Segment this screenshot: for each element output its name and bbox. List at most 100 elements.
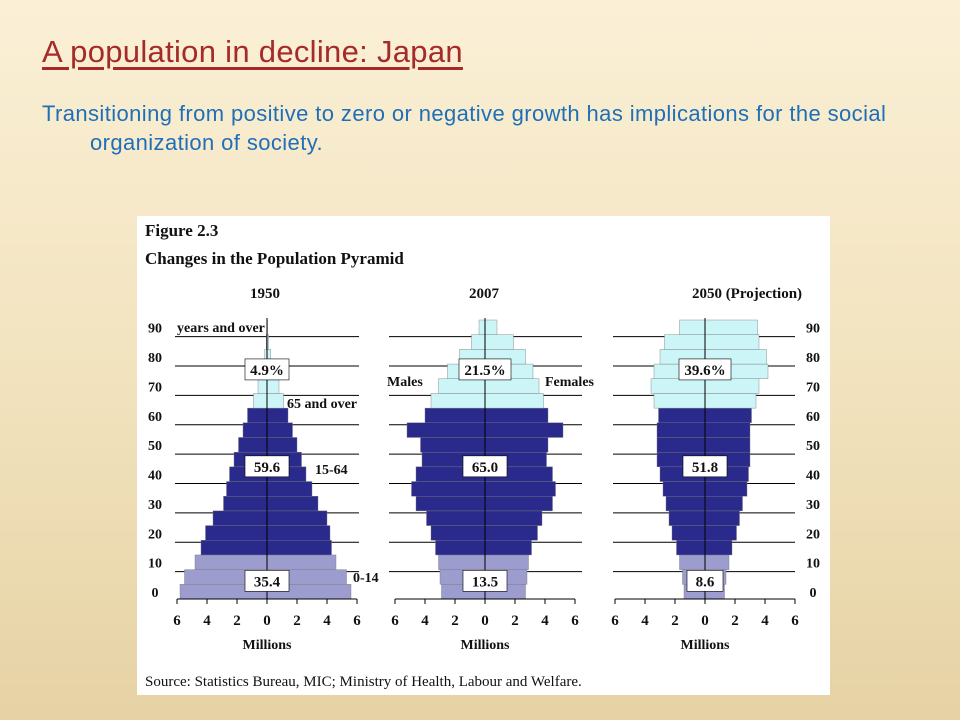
bar-male — [438, 554, 486, 570]
bar-male — [435, 540, 486, 556]
bar-female — [704, 407, 752, 423]
figure-heading: Changes in the Population Pyramid — [145, 249, 404, 268]
bar-female — [704, 496, 743, 512]
bar-female — [704, 393, 757, 409]
group-label: 59.6 — [254, 460, 281, 476]
group-label-box — [682, 455, 728, 478]
x-axis-label: Millions — [680, 638, 730, 653]
bar-male — [247, 407, 268, 423]
bar-female — [266, 407, 289, 423]
bar-male — [242, 422, 268, 438]
bar-male — [238, 437, 268, 453]
bar-male — [424, 407, 486, 423]
x-tick-label: 4 — [761, 613, 769, 629]
bar-male — [438, 378, 486, 394]
group-label: 4.9% — [250, 363, 284, 379]
side-label-females: Females — [545, 375, 595, 390]
bar-female — [484, 378, 540, 394]
x-tick-label: 4 — [323, 613, 331, 629]
x-tick-label: 0 — [481, 613, 489, 629]
bar-female — [704, 334, 760, 350]
y-tick-label: 60 — [148, 410, 162, 425]
bar-male — [223, 496, 268, 512]
annotation: 65 and over — [287, 397, 357, 412]
bar-male — [212, 510, 268, 526]
bar-female — [484, 422, 564, 438]
bar-female — [266, 422, 293, 438]
annotation: years and over — [177, 321, 265, 336]
bar-female — [484, 540, 532, 556]
bar-male — [478, 319, 486, 335]
population-pyramid-figure: Figure 2.3 Changes in the Population Pyr… — [145, 221, 820, 690]
pyramids-group: 6 4 2 0 2 4 6Millions1950010203040506070809035… — [148, 286, 820, 653]
bar-male — [662, 481, 706, 497]
bar-female — [484, 481, 556, 497]
group-label-box — [244, 570, 290, 592]
bar-male — [411, 481, 486, 497]
bar-male — [200, 540, 268, 556]
x-tick-label: 2 — [671, 613, 679, 629]
y-tick-label: 80 — [806, 351, 820, 366]
y-tick-label: 70 — [806, 380, 820, 395]
figure-source: Source: Statistics Bureau, MIC; Ministry… — [145, 674, 582, 690]
bar-female — [484, 525, 538, 541]
group-label: 13.5 — [472, 574, 498, 590]
bar-male — [679, 554, 706, 570]
bar-female — [704, 525, 737, 541]
bar-female — [484, 496, 553, 512]
bar-male — [653, 393, 706, 409]
y-tick-label: 0 — [152, 586, 159, 601]
group-label-box — [678, 358, 732, 381]
bar-male — [668, 510, 706, 526]
y-tick-label: 90 — [148, 322, 162, 337]
bar-female — [266, 525, 331, 541]
x-tick-label: 4 — [203, 613, 211, 629]
bar-male — [406, 422, 486, 438]
y-tick-label: 70 — [148, 380, 162, 395]
bar-female — [484, 554, 529, 570]
bar-male — [420, 437, 486, 453]
chart-title: 1950 — [250, 286, 280, 302]
x-tick-label: 6 — [391, 613, 399, 629]
bar-male — [253, 393, 268, 409]
bar-female — [266, 481, 313, 497]
y-tick-label: 0 — [810, 586, 817, 601]
x-tick-label: 0 — [263, 613, 271, 629]
bar-female — [266, 378, 280, 394]
x-tick-label: 2 — [293, 613, 301, 629]
group-label-box — [462, 570, 508, 592]
x-axis-label: Millions — [242, 638, 292, 653]
chart-title: 2050 (Projection) — [692, 286, 802, 302]
bar-female — [704, 510, 740, 526]
group-label: 51.8 — [692, 460, 718, 476]
y-tick-label: 10 — [148, 557, 162, 572]
bar-male — [257, 378, 268, 394]
x-axis-label: Millions — [460, 638, 510, 653]
bar-female — [484, 319, 498, 335]
bar-female — [266, 554, 337, 570]
bar-female — [704, 422, 751, 438]
bar-female — [704, 378, 760, 394]
group-label-box — [462, 455, 508, 478]
x-tick-label: 6 — [571, 613, 579, 629]
bar-female — [704, 481, 748, 497]
group-label: 8.6 — [696, 574, 715, 590]
x-tick-label: 6 — [611, 613, 619, 629]
bar-female — [484, 407, 549, 423]
bar-female — [266, 393, 284, 409]
y-tick-label: 50 — [148, 439, 162, 454]
group-label: 21.5% — [464, 363, 505, 379]
y-tick-label: 10 — [806, 557, 820, 572]
slide-body-text: Transitioning from positive to zero or n… — [42, 101, 887, 155]
slide-title: A population in decline: Japan — [42, 34, 463, 69]
bar-female — [266, 510, 328, 526]
figure-panel: Figure 2.3 Changes in the Population Pyr… — [137, 216, 830, 695]
bar-male — [430, 393, 486, 409]
bar-female — [704, 319, 758, 335]
bar-male — [656, 422, 706, 438]
bar-female — [484, 437, 549, 453]
bar-female — [484, 510, 543, 526]
annotation: 15-64 — [315, 463, 348, 478]
chart-title: 2007 — [469, 286, 500, 302]
bar-female — [266, 437, 298, 453]
